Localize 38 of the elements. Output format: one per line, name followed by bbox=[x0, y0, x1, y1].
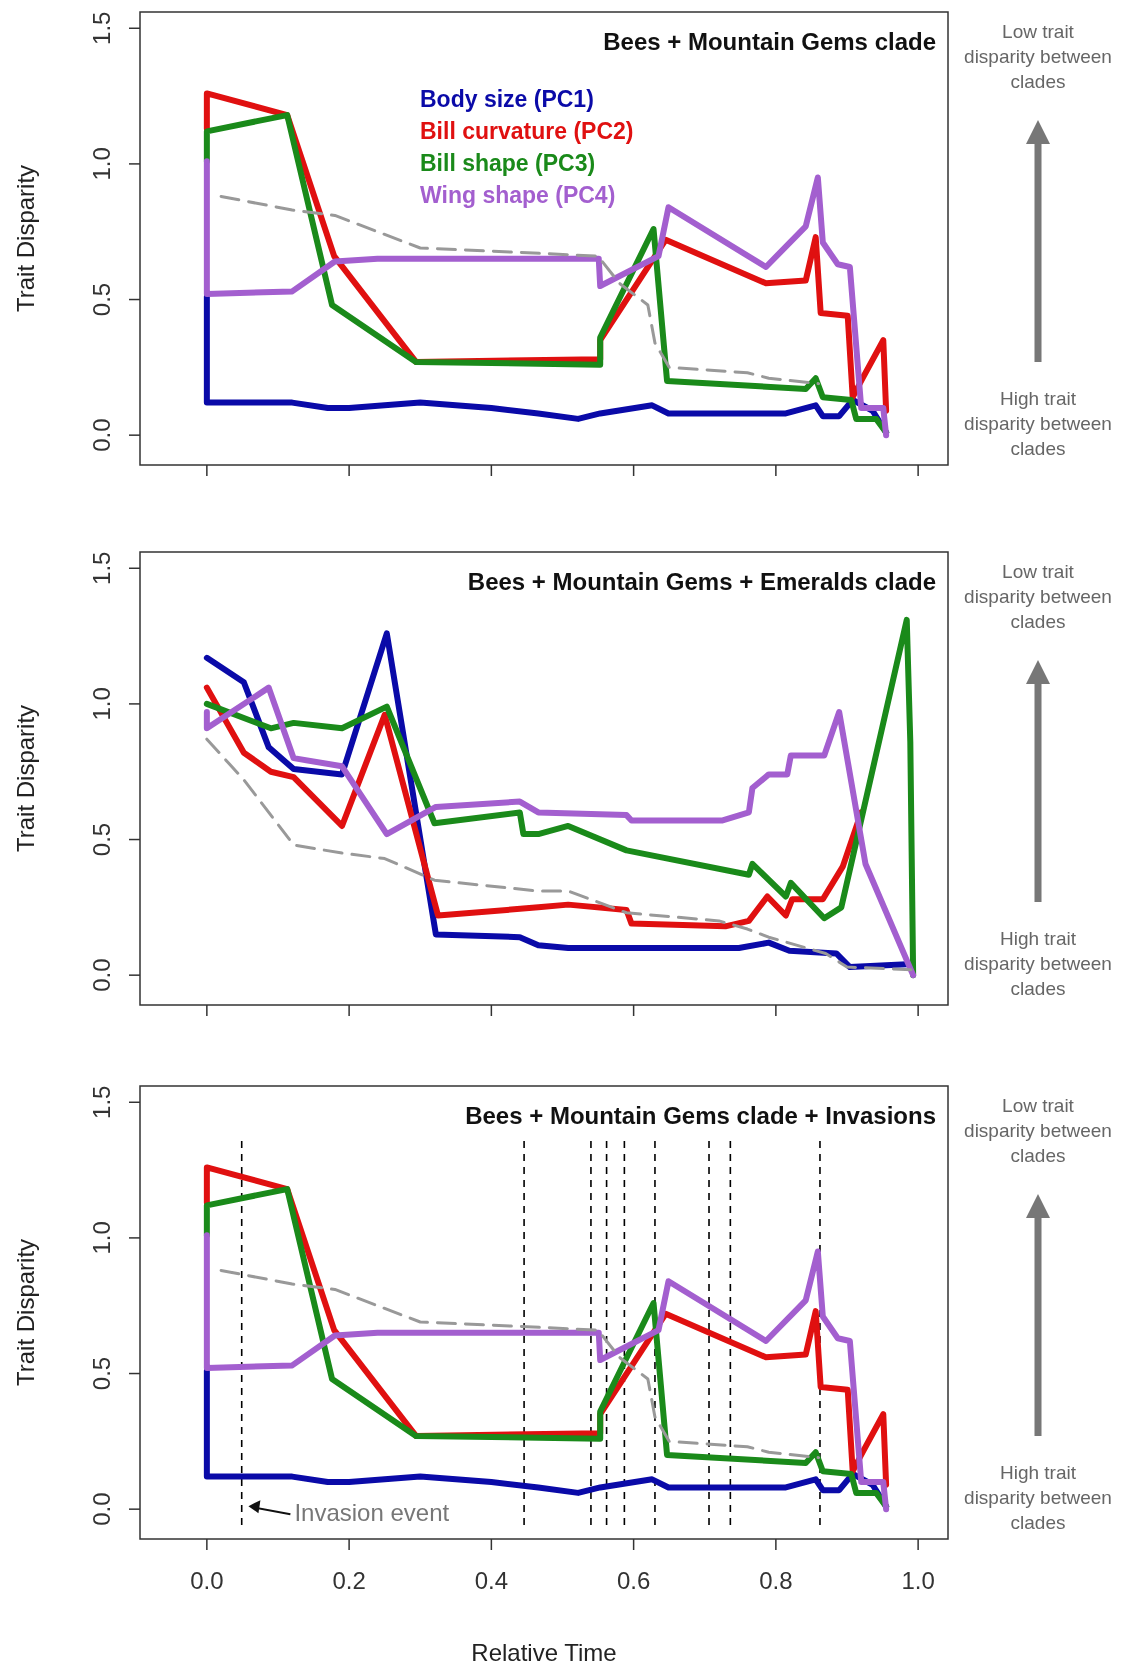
text: Bill shape (PC3) bbox=[420, 150, 596, 176]
text: High trait disparity between clades bbox=[964, 1462, 1112, 1533]
y-tick-label: 0.5 bbox=[88, 282, 115, 317]
text: Bees + Mountain Gems clade bbox=[603, 28, 936, 55]
y-axis-title: Trait Disparity bbox=[12, 704, 39, 853]
y-tick-label: 0.5 bbox=[88, 1356, 115, 1391]
y-tick-label: 0.5 bbox=[88, 822, 115, 857]
y-tick-label: 1.0 bbox=[88, 687, 115, 721]
text: Low trait disparity between clades bbox=[964, 1095, 1112, 1166]
y-tick-label: 1.5 bbox=[88, 551, 115, 585]
x-tick-label: 0.4 bbox=[474, 1567, 509, 1594]
x-tick-label: 0.6 bbox=[616, 1567, 651, 1594]
y-tick-label: 1.0 bbox=[88, 147, 115, 181]
y-tick-label: 1.0 bbox=[88, 1221, 115, 1255]
text: Body size (PC1) bbox=[420, 86, 594, 112]
text: Low trait disparity between clades bbox=[964, 561, 1112, 632]
x-tick-label: 0.8 bbox=[759, 1567, 793, 1594]
text: Bill curvature (PC2) bbox=[420, 118, 634, 144]
text: Bees + Mountain Gems clade + Invasions bbox=[465, 1102, 936, 1129]
line-series bbox=[219, 1268, 821, 1460]
text: Bees + Mountain Gems + Emeralds clade bbox=[467, 568, 936, 595]
text: Low trait disparity between clades bbox=[964, 21, 1112, 92]
x-tick-label: 0.2 bbox=[332, 1567, 366, 1594]
x-tick-label: 1.0 bbox=[901, 1567, 935, 1594]
y-axis-title: Trait Disparity bbox=[12, 164, 39, 313]
annotation: Invasion event bbox=[294, 1499, 450, 1527]
y-tick-label: 1.5 bbox=[88, 1085, 115, 1119]
text: High trait disparity between clades bbox=[964, 388, 1112, 459]
x-tick-label: 0.0 bbox=[190, 1567, 224, 1594]
text: Wing shape (PC4) bbox=[420, 182, 616, 208]
line-series bbox=[205, 737, 913, 972]
y-tick-label: 0.0 bbox=[88, 1492, 115, 1526]
x-axis-title: Relative Time bbox=[471, 1639, 617, 1666]
y-axis-title: Trait Disparity bbox=[12, 1238, 39, 1387]
text: High trait disparity between clades bbox=[964, 928, 1112, 999]
y-tick-label: 0.0 bbox=[88, 418, 115, 452]
y-tick-label: 0.0 bbox=[88, 958, 115, 992]
y-tick-label: 1.5 bbox=[88, 11, 115, 45]
